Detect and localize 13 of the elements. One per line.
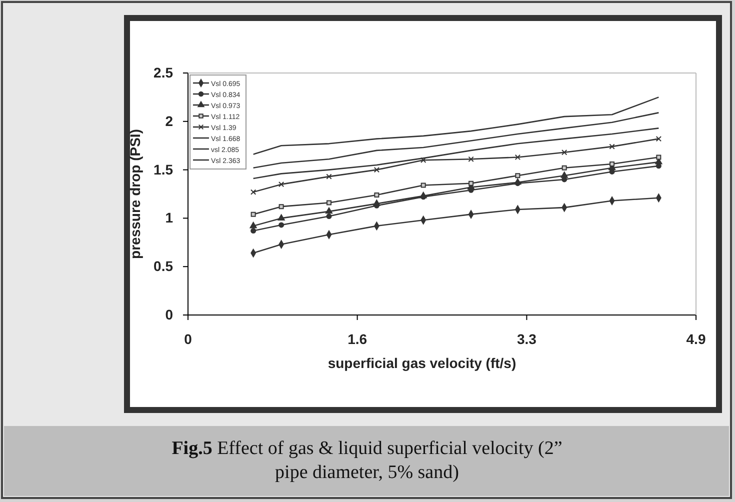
x-tick-label: 0	[184, 330, 192, 347]
y-axis-title: pressure drop (PSI)	[127, 129, 143, 259]
x-tick-label: 1.6	[348, 330, 368, 347]
y-tick-label: 0.5	[154, 258, 174, 274]
x-tick-label: 4.9	[686, 330, 706, 347]
y-tick-label: 1.5	[154, 161, 174, 178]
x-axis-title: superficial gas velocity (ft/s)	[328, 355, 516, 371]
x-tick-label: 3.3	[516, 330, 537, 347]
y-tick-label: 2	[165, 112, 174, 129]
text: Fig.5 Effect of gas & liquid superficial velocity (2” pipe diameter, 5% sand)	[172, 438, 562, 483]
y-tick-label: 0	[165, 306, 174, 322]
y-tick-label: 1	[165, 210, 174, 226]
y-tick-label: 2.5	[154, 64, 174, 80]
